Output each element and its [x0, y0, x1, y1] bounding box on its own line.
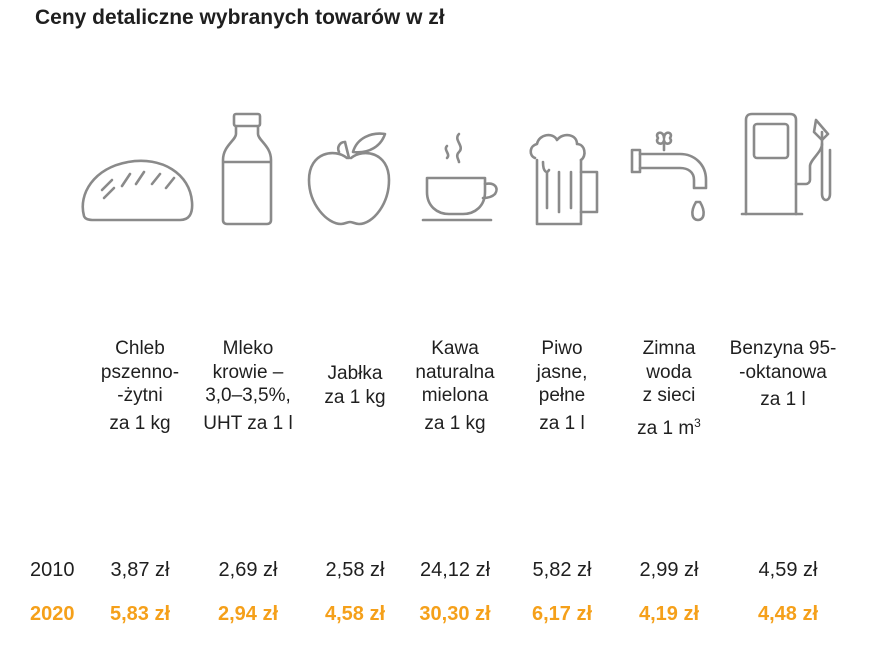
price-row-2020: 2020 5,83 zł 2,94 zł 4,58 zł 30,30 zł 6,…	[0, 603, 876, 633]
price-cell: 4,58 zł	[324, 603, 386, 625]
price-row-2010: 2010 3,87 zł 2,69 zł 2,58 zł 24,12 zł 5,…	[0, 559, 876, 589]
label-petrol: Benzyna 95- -oktanowa za 1 l	[729, 338, 837, 410]
bread-icon	[76, 150, 196, 230]
price-cell: 5,82 zł	[532, 559, 592, 581]
price-cell: 2,99 zł	[639, 559, 699, 581]
coffee-cup-icon	[415, 128, 505, 228]
price-cell: 30,30 zł	[419, 603, 491, 625]
price-cell: 3,87 zł	[110, 559, 170, 581]
label-apples: Jabłka za 1 kg	[324, 363, 386, 408]
price-cell: 5,83 zł	[109, 603, 171, 625]
milk-bottle-icon	[217, 110, 277, 230]
price-cell: 4,48 zł	[757, 603, 819, 625]
price-cell: 24,12 zł	[419, 559, 491, 581]
price-cell: 6,17 zł	[531, 603, 593, 625]
price-cell: 2,69 zł	[218, 559, 278, 581]
water-tap-icon	[628, 128, 718, 228]
label-coffee: Kawa naturalna mielona za 1 kg	[415, 338, 495, 434]
label-bread: Chleb pszenno- -żytni za 1 kg	[100, 338, 180, 434]
page-title: Ceny detaliczne wybranych towarów w zł	[35, 6, 445, 29]
price-cell: 4,59 zł	[758, 559, 818, 581]
fuel-pump-icon	[740, 110, 835, 220]
beer-mug-icon	[525, 128, 605, 228]
year-label: 2020	[30, 603, 75, 625]
label-milk: Mleko krowie –3,0–3,5%, UHT za 1 l	[203, 338, 293, 434]
price-cell: 4,19 zł	[638, 603, 700, 625]
price-cell: 2,94 zł	[217, 603, 279, 625]
label-beer: Piwo jasne, pełne za 1 l	[536, 338, 588, 434]
apple-icon	[305, 128, 395, 228]
label-water: Zimna woda z sieci za 1 m3	[637, 338, 701, 439]
year-label: 2010	[30, 559, 75, 581]
price-cell: 2,58 zł	[325, 559, 385, 581]
